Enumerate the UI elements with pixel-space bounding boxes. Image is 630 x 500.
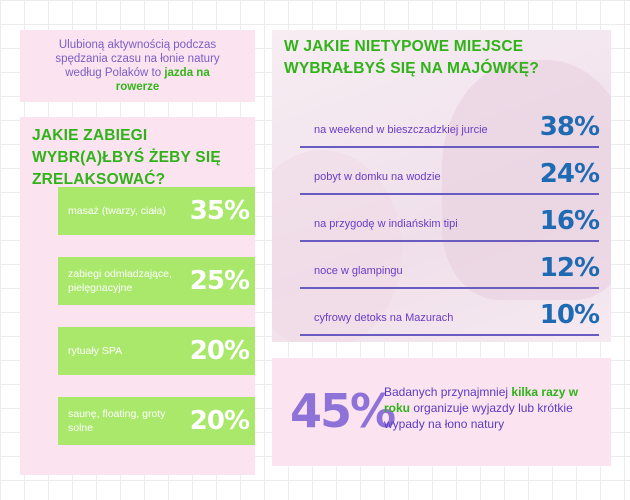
stat-highlight: kilka razy w roku bbox=[384, 385, 579, 415]
relax-bar-label: rytuały SPA bbox=[68, 345, 123, 357]
background-photo-figure bbox=[442, 60, 611, 300]
relax-bar: rytuały SPA 20% bbox=[58, 327, 255, 375]
relax-bar-value: 20% bbox=[189, 336, 250, 366]
relax-bar-value: 35% bbox=[189, 196, 250, 226]
places-row-label: na weekend w bieszczadzkiej jurcie bbox=[314, 124, 488, 136]
places-row-label: noce w glampingu bbox=[314, 265, 403, 277]
places-row: cyfrowy detoks na Mazurach 10% bbox=[300, 292, 600, 336]
stat-text: Badanych przynajmniej kilka razy w roku … bbox=[384, 384, 599, 432]
places-row-value: 38% bbox=[539, 112, 600, 142]
stat-card: 45% Badanych przynajmniej kilka razy w r… bbox=[272, 358, 611, 466]
relax-bar-label: zabiegi odmładzające, pielęgnacyjne bbox=[68, 268, 172, 294]
intro-card: Ulubioną aktywnością podczas spędzania c… bbox=[20, 30, 255, 102]
places-row: pobyt w domku na wodzie 24% bbox=[300, 151, 600, 195]
places-row-value: 12% bbox=[539, 253, 600, 283]
places-row: na przygodę w indiańskim tipi 16% bbox=[300, 198, 600, 242]
relax-survey-panel: JAKIE ZABIEGI WYBR(A)ŁBYŚ ŻEBY SIĘ ZRELA… bbox=[20, 117, 255, 475]
background-photo-foliage bbox=[272, 150, 402, 342]
stat-value: 45% bbox=[290, 384, 396, 438]
places-row-value: 16% bbox=[539, 206, 600, 236]
stat-text-after: organizuje wyjazdy lub krótkie wypady na… bbox=[384, 401, 573, 431]
relax-bar: saunę, floating, groty solne 20% bbox=[58, 397, 255, 445]
places-survey-title: W JAKIE NIETYPOWE MIEJSCE WYBRAŁBYŚ SIĘ … bbox=[284, 38, 540, 77]
intro-highlight: jazda na rowerze bbox=[115, 67, 210, 93]
places-row-value: 10% bbox=[539, 300, 600, 330]
relax-bar: masaż (twarzy, ciała) 35% bbox=[58, 187, 255, 235]
intro-text-before: Ulubioną aktywnością podczas spędzania c… bbox=[55, 39, 220, 79]
places-row: noce w glampingu 12% bbox=[300, 245, 600, 289]
places-row-label: na przygodę w indiańskim tipi bbox=[314, 218, 458, 230]
places-row-value: 24% bbox=[539, 159, 600, 189]
stat-text-before: Badanych przynajmniej bbox=[384, 385, 512, 399]
places-row-label: pobyt w domku na wodzie bbox=[314, 171, 441, 183]
relax-bar-value: 25% bbox=[189, 266, 250, 296]
relax-bar-value: 20% bbox=[189, 406, 250, 436]
places-row: na weekend w bieszczadzkiej jurcie 38% bbox=[300, 104, 600, 148]
relax-survey-title: JAKIE ZABIEGI WYBR(A)ŁBYŚ ŻEBY SIĘ ZRELA… bbox=[32, 127, 221, 188]
intro-text: Ulubioną aktywnością podczas spędzania c… bbox=[46, 38, 229, 94]
relax-bar-label: saunę, floating, groty solne bbox=[68, 408, 166, 434]
relax-bar: zabiegi odmładzające, pielęgnacyjne 25% bbox=[58, 257, 255, 305]
places-survey-panel: W JAKIE NIETYPOWE MIEJSCE WYBRAŁBYŚ SIĘ … bbox=[272, 30, 611, 342]
places-row-label: cyfrowy detoks na Mazurach bbox=[314, 312, 454, 324]
relax-bar-label: masaż (twarzy, ciała) bbox=[68, 205, 166, 217]
